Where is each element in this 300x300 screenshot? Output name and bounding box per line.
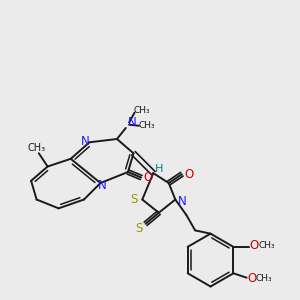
Text: O: O	[184, 168, 193, 181]
Text: N: N	[178, 195, 186, 208]
Text: CH₃: CH₃	[138, 121, 155, 130]
Text: CH₃: CH₃	[134, 106, 151, 115]
Text: H: H	[154, 164, 163, 174]
Text: CH₃: CH₃	[256, 274, 273, 283]
Text: CH₃: CH₃	[258, 241, 275, 250]
Text: S: S	[130, 193, 137, 206]
Text: S: S	[135, 222, 143, 235]
Text: O: O	[248, 272, 257, 285]
Text: O: O	[143, 171, 152, 184]
Text: N: N	[81, 135, 89, 148]
Text: O: O	[250, 239, 259, 252]
Text: CH₃: CH₃	[28, 143, 46, 153]
Text: N: N	[98, 179, 107, 192]
Text: N: N	[128, 116, 137, 129]
